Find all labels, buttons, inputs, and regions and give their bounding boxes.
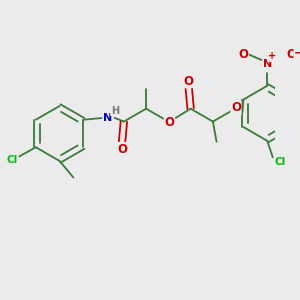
Text: Cl: Cl — [274, 157, 286, 167]
Text: O: O — [184, 75, 194, 88]
Text: O: O — [231, 101, 241, 114]
Text: +: + — [268, 51, 276, 62]
Text: O: O — [117, 142, 127, 156]
Text: O: O — [164, 116, 174, 129]
Text: N: N — [262, 59, 272, 69]
Text: H: H — [111, 106, 119, 116]
Text: O: O — [286, 48, 296, 61]
Text: −: − — [294, 46, 300, 59]
Text: N: N — [103, 113, 112, 123]
Text: O: O — [238, 48, 248, 61]
Text: Cl: Cl — [6, 155, 18, 165]
